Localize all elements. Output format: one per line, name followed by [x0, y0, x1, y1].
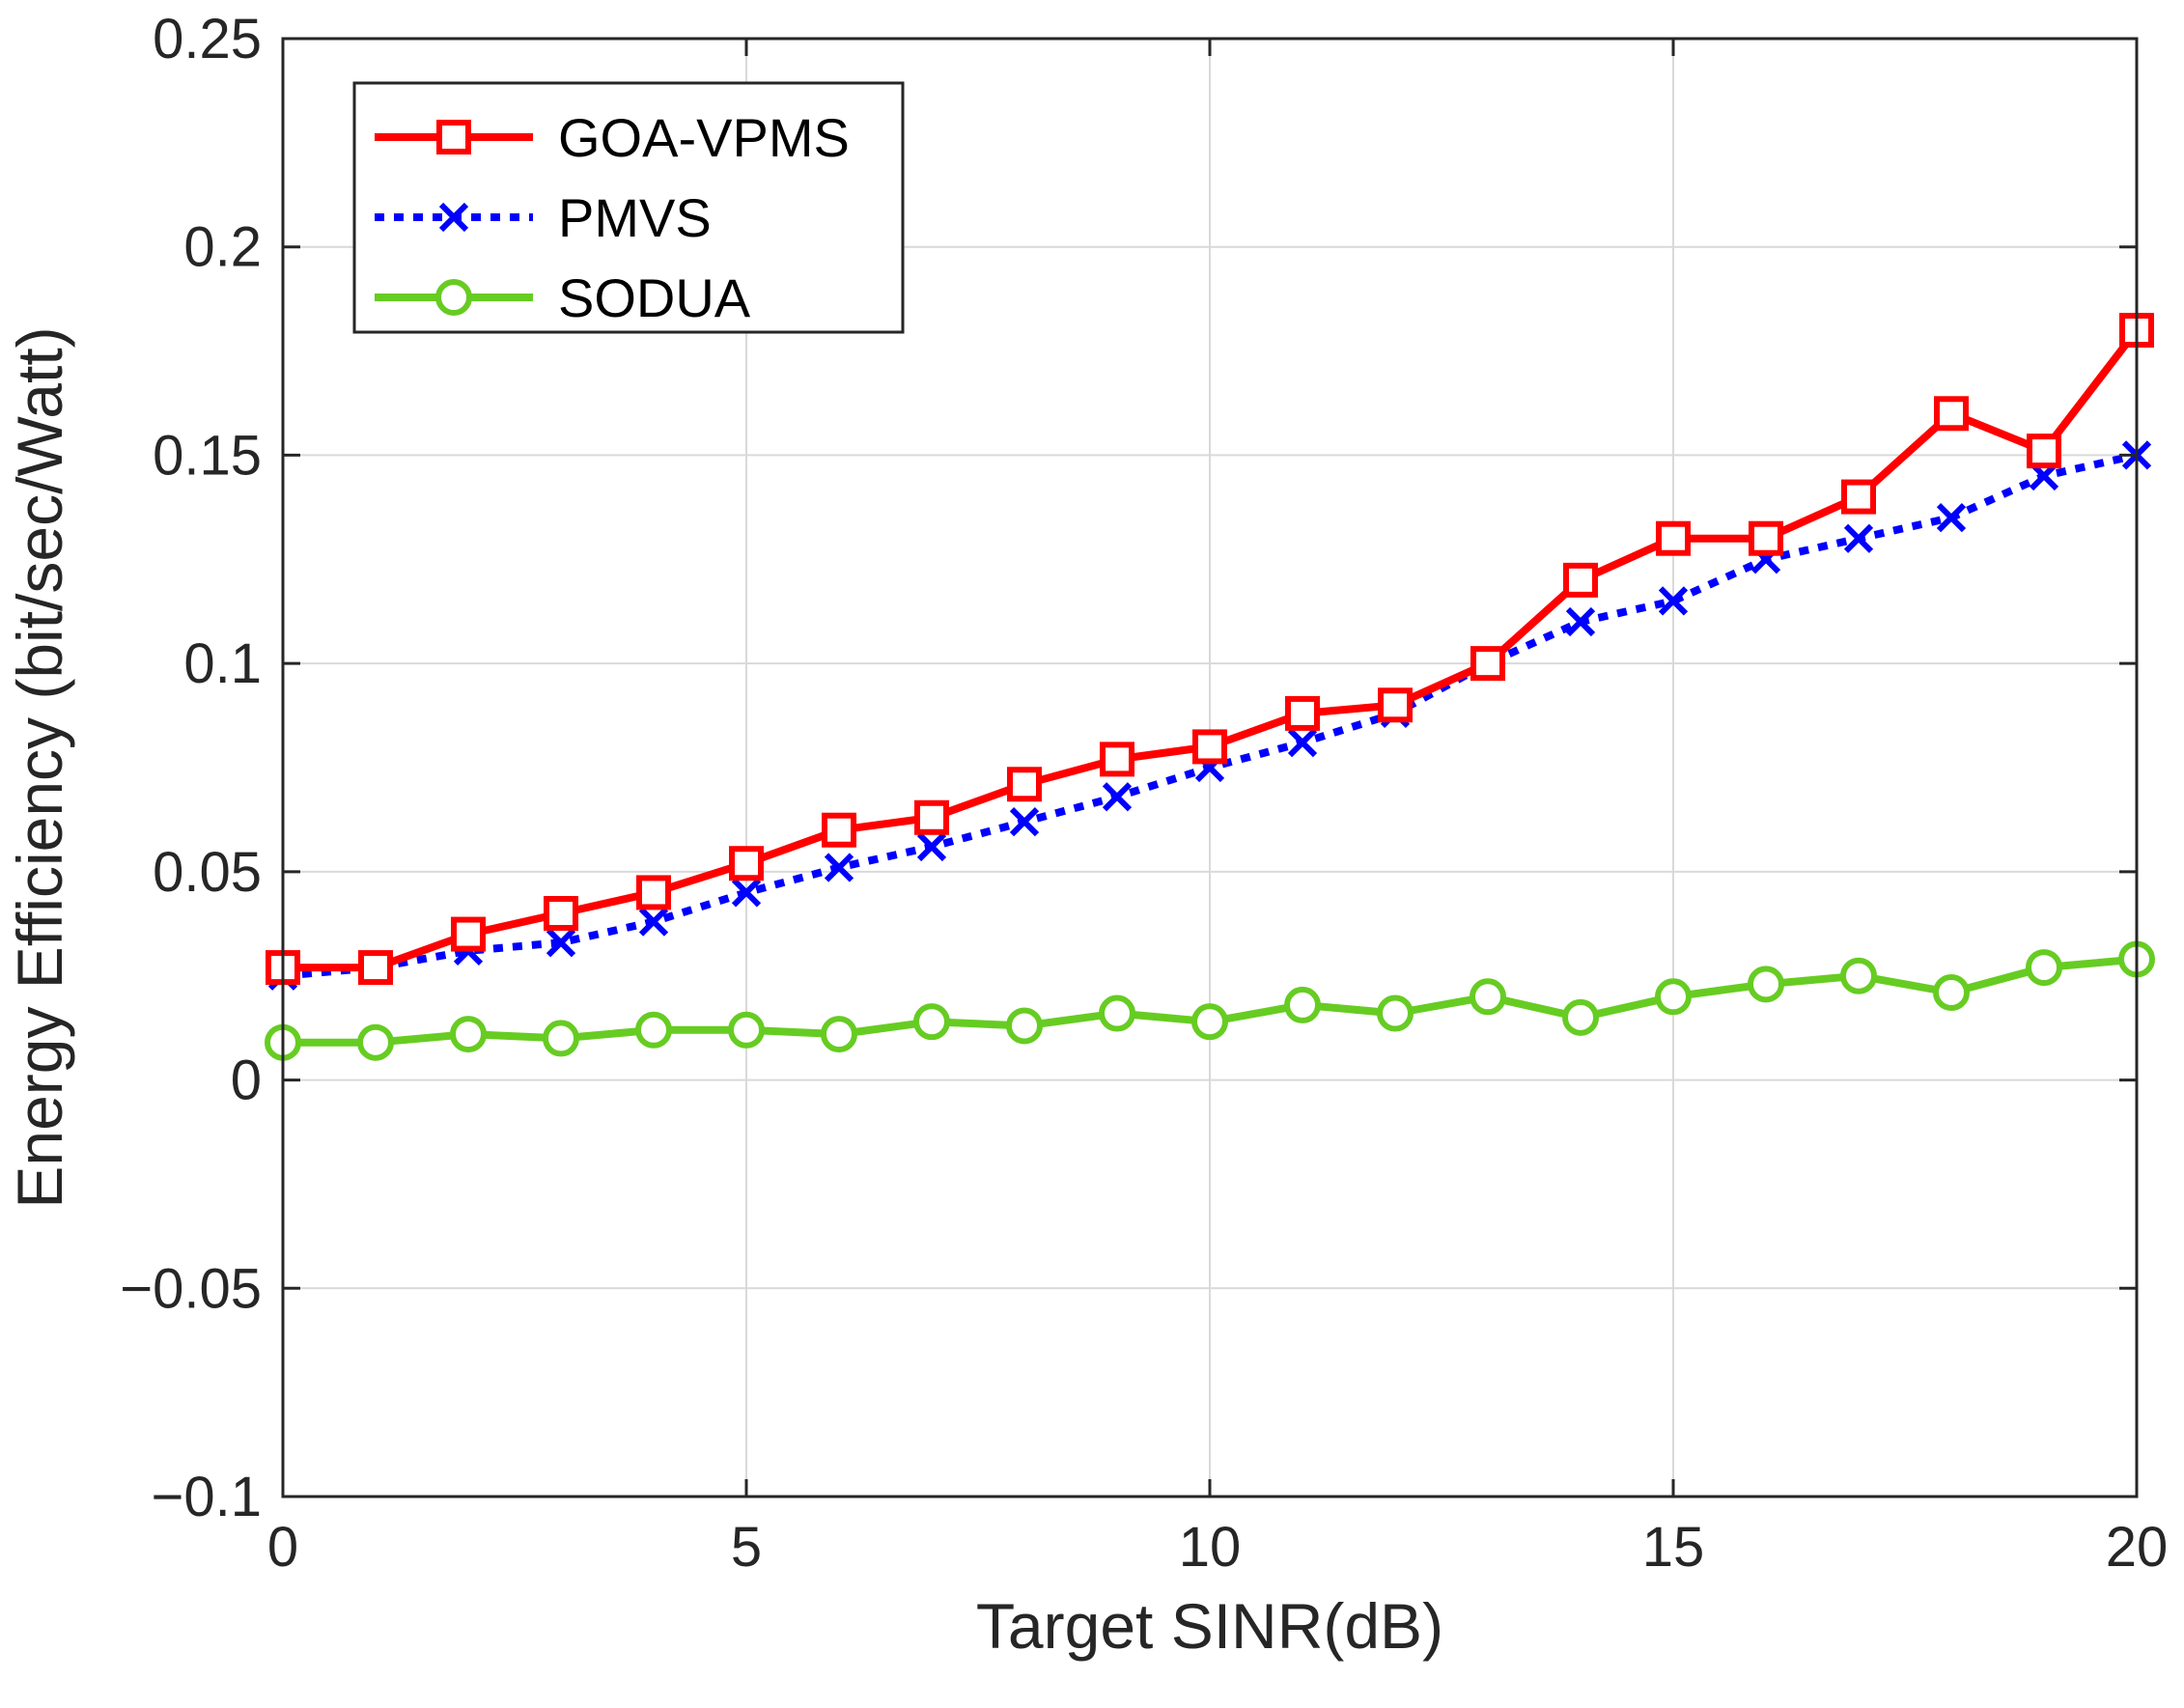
y-tick-label: 0.25: [153, 8, 262, 70]
y-tick-label: 0.15: [153, 424, 262, 487]
data-point: [916, 831, 947, 862]
data-point: [824, 853, 854, 882]
data-point: [1748, 966, 1784, 1003]
legend-marker: [436, 120, 471, 154]
data-point: [1009, 806, 1040, 837]
x-tick-label: 10: [1179, 1516, 1242, 1579]
y-tick-label: 0.2: [183, 216, 262, 279]
y-tick-label: 0.1: [183, 632, 262, 695]
data-point: [636, 875, 671, 910]
data-point: [1192, 729, 1227, 765]
data-point: [729, 846, 764, 882]
data-point: [1287, 727, 1318, 758]
data-point: [1934, 396, 1969, 432]
data-point: [1191, 1003, 1228, 1041]
data-point: [1749, 520, 1783, 556]
data-point: [1656, 520, 1691, 556]
data-point: [1936, 503, 1967, 533]
data-point: [638, 907, 669, 937]
legend: GOA-VPMS PMVS SODUA: [352, 81, 905, 334]
data-point: [1565, 606, 1596, 637]
x-tick-label: 5: [731, 1516, 762, 1579]
data-point: [358, 950, 393, 986]
y-tick-label: 0.05: [153, 841, 262, 904]
x-tick-label: 20: [2106, 1516, 2169, 1579]
legend-label: SODUA: [558, 267, 751, 328]
data-point: [450, 1016, 487, 1053]
data-point: [1377, 994, 1414, 1032]
data-point: [1933, 973, 1970, 1011]
data-point: [1655, 978, 1692, 1016]
data-point: [913, 1003, 950, 1041]
data-point: [1284, 986, 1321, 1023]
data-point: [357, 1023, 394, 1061]
data-point: [728, 1011, 765, 1049]
x-tick-label: 0: [267, 1516, 298, 1579]
data-point: [1006, 1007, 1043, 1045]
y-axis-label: Energy Efficiency (bit/sec/Watt): [4, 326, 75, 1208]
data-point: [1007, 767, 1042, 802]
data-point: [1470, 646, 1505, 682]
x-tick-label: 15: [1642, 1516, 1705, 1579]
x-axis-label: Target SINR(dB): [976, 1590, 1443, 1662]
legend-item-sodua: SODUA: [375, 267, 751, 328]
data-point: [731, 878, 762, 908]
data-point: [914, 799, 949, 835]
data-point: [451, 916, 486, 952]
data-point: [1285, 695, 1320, 731]
data-point: [2027, 434, 2061, 469]
y-tick-label: 0: [231, 1050, 262, 1112]
data-point: [1841, 479, 1876, 515]
data-point: [1102, 782, 1133, 812]
legend-item-pmvs: PMVS: [375, 187, 712, 248]
series-goa-vpms: [266, 313, 2154, 986]
data-point: [1378, 687, 1413, 723]
data-point: [1843, 523, 1874, 553]
legend-label: PMVS: [558, 187, 712, 248]
data-point: [1563, 562, 1598, 598]
data-point: [546, 928, 576, 958]
legend-marker: [435, 279, 472, 316]
legend-label: GOA-VPMS: [558, 107, 850, 168]
legend-marker: [438, 202, 469, 233]
data-point: [1658, 586, 1689, 616]
data-point: [1099, 994, 1135, 1032]
data-point: [822, 812, 856, 848]
legend-item-goa-vpms: GOA-VPMS: [375, 107, 850, 168]
data-point: [1100, 742, 1134, 777]
data-point: [1470, 978, 1506, 1016]
data-point: [2026, 949, 2062, 987]
y-tick-label: −0.1: [152, 1466, 263, 1528]
data-point: [821, 1016, 857, 1053]
data-point: [543, 1020, 579, 1057]
data-point: [544, 896, 578, 931]
data-point: [1562, 998, 1599, 1036]
data-point: [635, 1011, 672, 1049]
ticks: 0 5 10 15 20 −0.1 −0.05 0 0.05 0.1 0.15 0.2 0.25: [120, 8, 2168, 1579]
data-point: [1840, 957, 1877, 994]
y-tick-label: −0.05: [120, 1257, 262, 1320]
